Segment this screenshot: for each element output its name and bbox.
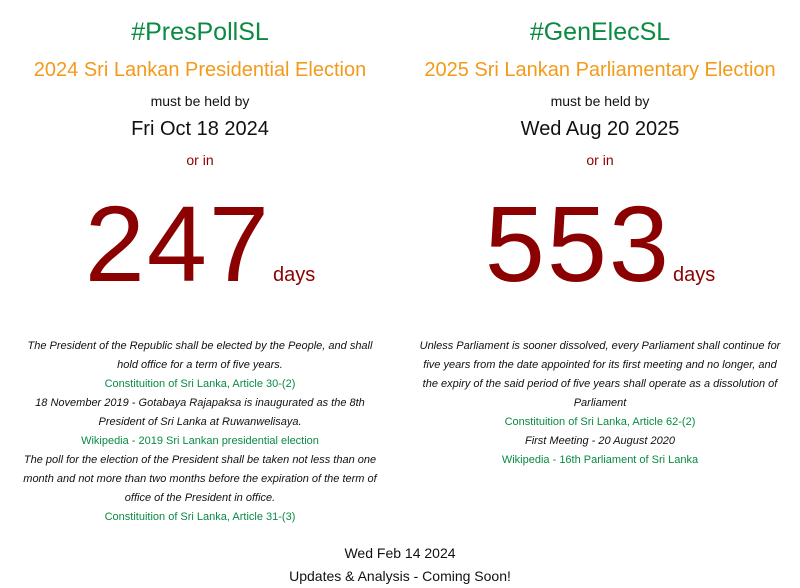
presidential-hashtag: #PresPollSL xyxy=(131,18,269,46)
parliamentary-held-by-label: must be held by xyxy=(550,93,650,109)
presidential-election-panel: #PresPollSL 2024 Sri Lankan Presidential… xyxy=(0,0,400,530)
constitution-link-article-62[interactable]: Constituition of Sri Lanka, Article 62-(… xyxy=(504,416,696,428)
presidential-election-title: 2024 Sri Lankan Presidential Election xyxy=(33,59,367,81)
parliamentary-election-panel: #GenElecSL 2025 Sri Lankan Parliamentary… xyxy=(400,0,800,530)
first-meeting-note: First Meeting - 20 August 2020 xyxy=(524,435,675,447)
presidential-held-by-label: must be held by xyxy=(150,93,250,109)
parliamentary-hashtag: #GenElecSL xyxy=(529,18,671,46)
presidential-days-remaining: 247 xyxy=(84,183,271,304)
presidential-or-in-label: or in xyxy=(186,152,214,168)
parliamentary-election-title: 2025 Sri Lankan Parliamentary Election xyxy=(424,59,776,81)
parliamentary-notes: Unless Parliament is sooner dissolved, e… xyxy=(418,337,782,470)
constitution-link-article-30[interactable]: Constituition of Sri Lanka, Article 30-(… xyxy=(104,378,296,390)
constitution-link-article-31[interactable]: Constituition of Sri Lanka, Article 31-(… xyxy=(104,511,296,523)
inauguration-note: 18 November 2019 - Gotabaya Rajapaksa is… xyxy=(35,397,365,428)
parliamentary-or-in-label: or in xyxy=(586,152,614,168)
presidential-notes: The President of the Republic shall be e… xyxy=(18,337,382,527)
wikipedia-link-2019-election[interactable]: Wikipedia - 2019 Sri Lankan presidential… xyxy=(81,435,319,447)
footer-current-date: Wed Feb 14 2024 xyxy=(344,545,456,561)
footer-coming-soon-message: Updates & Analysis - Coming Soon! xyxy=(289,568,511,584)
constitution-quote-article-62: Unless Parliament is sooner dissolved, e… xyxy=(419,340,781,409)
constitution-quote-article-31: The poll for the election of the Preside… xyxy=(23,454,377,504)
parliamentary-days-remaining: 553 xyxy=(484,183,671,304)
parliamentary-deadline-date: Wed Aug 20 2025 xyxy=(520,118,680,140)
parliamentary-days-unit: days xyxy=(672,264,716,286)
presidential-days-unit: days xyxy=(272,264,316,286)
page-footer: Wed Feb 14 2024 Updates & Analysis - Com… xyxy=(0,542,800,588)
election-columns: #PresPollSL 2024 Sri Lankan Presidential… xyxy=(0,0,800,530)
presidential-deadline-date: Fri Oct 18 2024 xyxy=(131,118,269,140)
presidential-countdown: 247 days xyxy=(0,190,400,300)
wikipedia-link-16th-parliament[interactable]: Wikipedia - 16th Parliament of Sri Lanka xyxy=(501,454,699,466)
parliamentary-countdown: 553 days xyxy=(400,190,800,300)
constitution-quote-article-30: The President of the Republic shall be e… xyxy=(27,340,373,371)
